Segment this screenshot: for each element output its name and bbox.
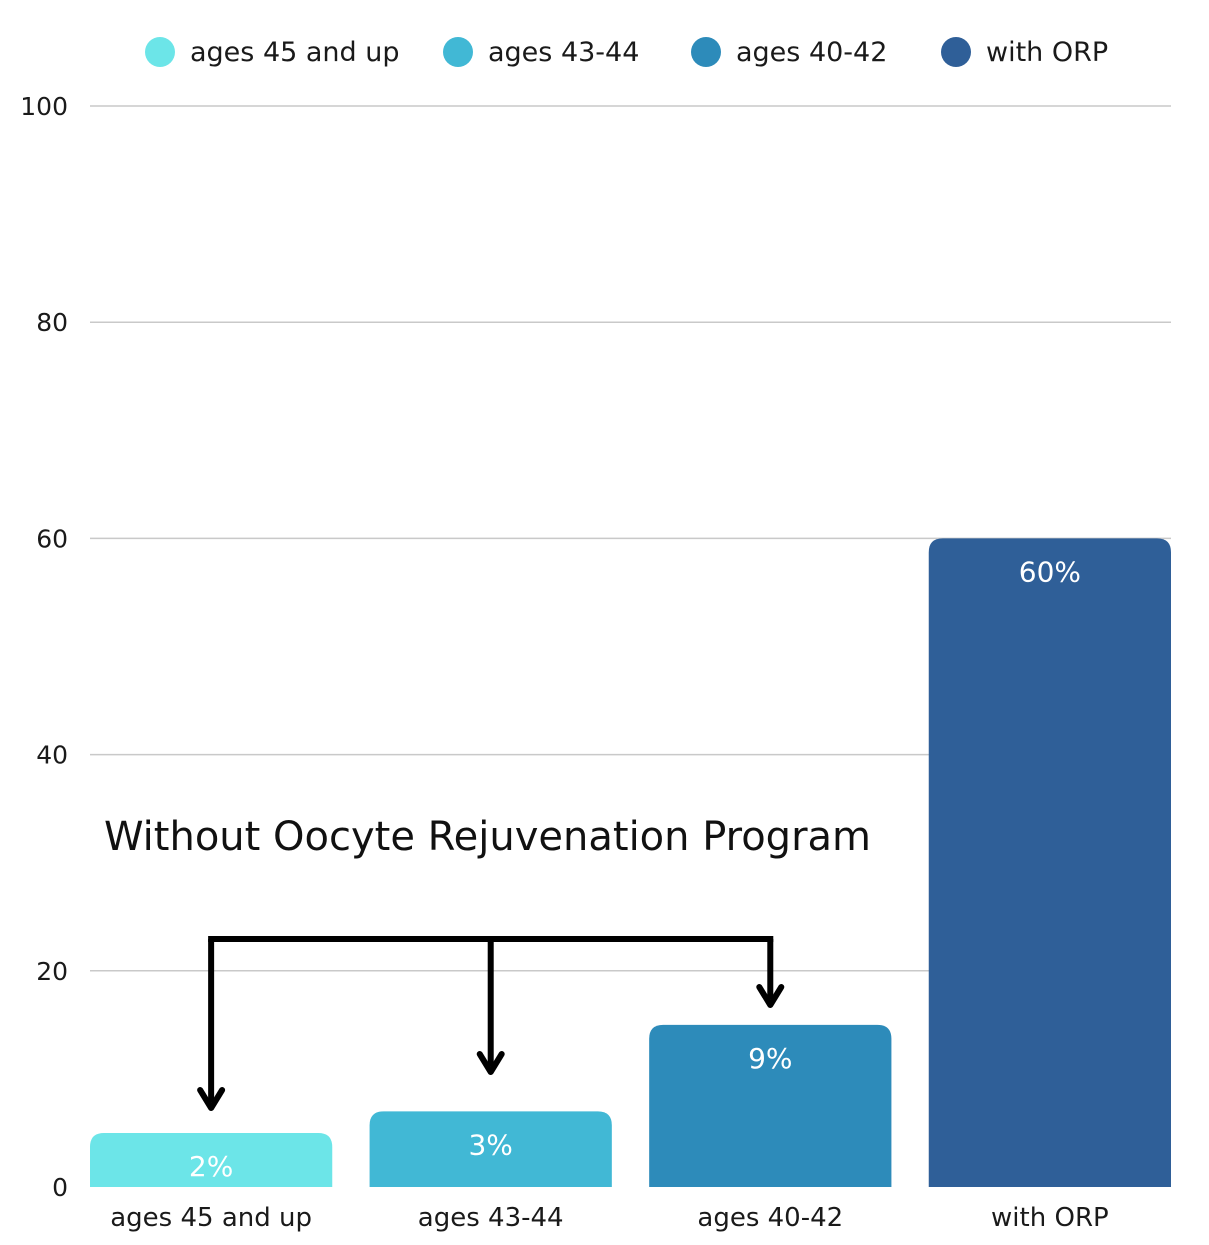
- data-labels: 2% 3% 9% 60%: [189, 555, 1081, 1183]
- arrow-head: [476, 1051, 505, 1075]
- legend-label: ages 45 and up: [190, 37, 400, 68]
- data-label: 60%: [1019, 555, 1081, 588]
- y-tick-label: 60: [36, 524, 68, 553]
- bar-ages-40-42: [649, 1024, 892, 1187]
- y-tick-label: 20: [36, 957, 68, 986]
- y-tick-label: 100: [20, 92, 68, 121]
- arrow-head: [756, 984, 785, 1008]
- y-tick-label: 40: [36, 741, 68, 770]
- legend-label: ages 40-42: [736, 37, 887, 68]
- x-category-label: ages 40-42: [697, 1203, 843, 1233]
- bar-ages-43-44: [369, 1111, 612, 1187]
- legend-swatch: [691, 37, 721, 67]
- x-category-label: ages 43-44: [418, 1203, 564, 1233]
- x-category-label: ages 45 and up: [110, 1203, 312, 1233]
- legend-label: with ORP: [986, 37, 1108, 68]
- annotation-arrows: [197, 936, 785, 1111]
- annotation-text: Without Oocyte Rejuvenation Program: [104, 814, 871, 860]
- data-label: 9%: [748, 1042, 792, 1075]
- bars: [90, 538, 1171, 1187]
- x-axis-categories: ages 45 and up ages 43-44 ages 40-42 with O…: [110, 1203, 1108, 1233]
- annotation: Without Oocyte Rejuvenation Program: [104, 814, 871, 860]
- data-label: 2%: [189, 1150, 233, 1183]
- bar-ages-45-and-up: [90, 1132, 333, 1187]
- x-category-label: with ORP: [991, 1203, 1109, 1233]
- y-tick-label: 0: [52, 1173, 68, 1202]
- y-tick-label: 80: [36, 308, 68, 337]
- legend-swatch: [443, 37, 473, 67]
- legend-swatch: [941, 37, 971, 67]
- legend-swatch: [145, 37, 175, 67]
- y-axis-ticks: 0 20 40 60 80 100: [20, 92, 68, 1202]
- bar-with-orp: [928, 538, 1171, 1187]
- data-label: 3%: [468, 1128, 512, 1161]
- legend-label: ages 43-44: [488, 37, 639, 68]
- legend: ages 45 and up ages 43-44 ages 40-42 with O…: [145, 37, 1108, 68]
- arrow-head: [197, 1087, 226, 1111]
